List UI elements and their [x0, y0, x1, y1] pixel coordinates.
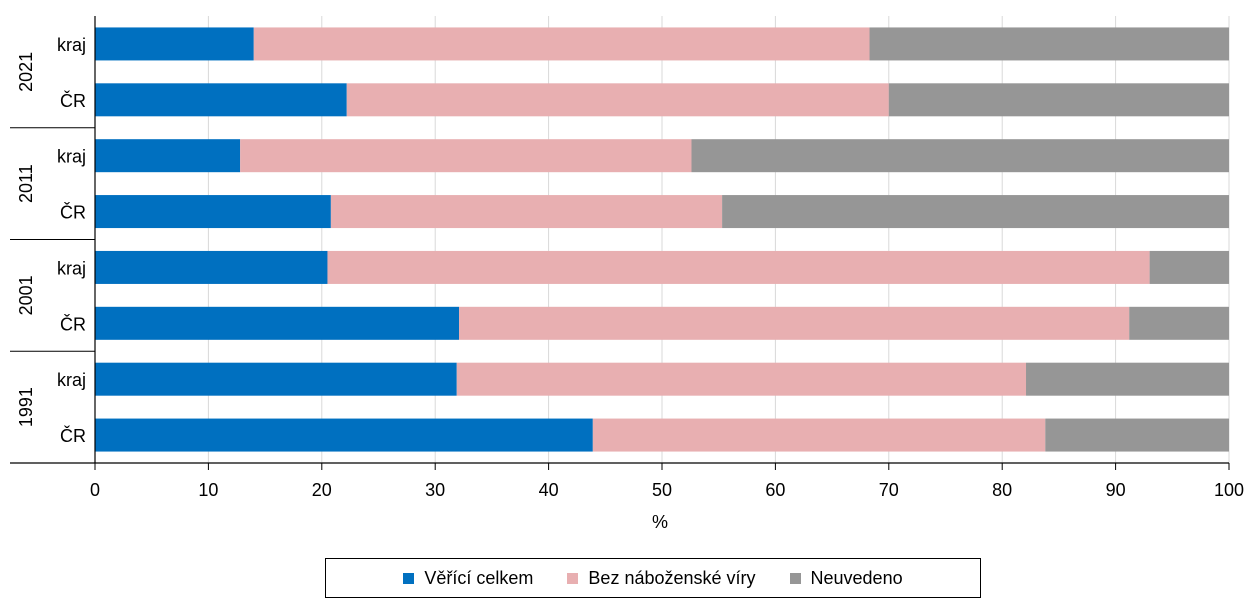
bar-neuvedeno: [1026, 362, 1229, 396]
bar-neuvedeno: [869, 27, 1229, 61]
x-tick-label: 70: [879, 480, 899, 500]
bar-neuvedeno: [691, 139, 1229, 173]
bar-veri-celkem: [95, 362, 457, 396]
legend-label: Neuvedeno: [810, 567, 903, 588]
bar-neuvedeno: [722, 195, 1229, 229]
bar-veri-celkem: [95, 139, 241, 173]
bar-bez-nabozenske-viry: [327, 250, 1150, 284]
group-label: 2011: [16, 164, 36, 203]
group-label: 1991: [16, 387, 36, 427]
category-label: kraj: [57, 147, 86, 167]
bar-veri-celkem: [95, 195, 331, 229]
bar-veri-celkem: [95, 83, 347, 117]
labels: 0 10 20 30 40 50 60 70 80 90 100 kraj ČR kraj ČR kraj ČR…: [16, 35, 1244, 500]
x-tick-label: 0: [90, 480, 100, 500]
category-label: ČR: [60, 313, 86, 334]
bar-neuvedeno: [1129, 306, 1229, 340]
bar-veri-celkem: [95, 250, 328, 284]
bar-bez-nabozenske-viry: [456, 362, 1027, 396]
bar-bez-nabozenske-viry: [592, 418, 1046, 452]
stacked-bar-chart: 0 10 20 30 40 50 60 70 80 90 100 kraj ČR kraj ČR kraj ČR…: [10, 16, 1244, 532]
bar-bez-nabozenske-viry: [253, 27, 870, 61]
legend-swatch-pink: [567, 572, 579, 584]
bar-veri-celkem: [95, 27, 254, 61]
x-tick-label: 10: [198, 480, 218, 500]
legend-item-bez-nabozenske-viry: Bez náboženské víry: [567, 567, 756, 589]
group-label: 2021: [16, 52, 36, 92]
bar-neuvedeno: [1045, 418, 1229, 452]
x-tick-label: 30: [425, 480, 445, 500]
x-axis-title: %: [652, 512, 668, 532]
legend-swatch-blue: [403, 572, 415, 584]
bars: [95, 27, 1229, 452]
category-label: ČR: [60, 202, 86, 223]
bar-veri-celkem: [95, 306, 460, 340]
category-label: kraj: [57, 370, 86, 390]
bar-bez-nabozenske-viry: [330, 195, 723, 229]
legend-label: Věřící celkem: [424, 567, 534, 588]
x-tick-label: 20: [312, 480, 332, 500]
x-tick-label: 50: [652, 480, 672, 500]
bar-neuvedeno: [1149, 250, 1229, 284]
category-label: kraj: [57, 35, 86, 55]
bar-veri-celkem: [95, 418, 593, 452]
gridlines: [207, 16, 1230, 463]
bar-neuvedeno: [888, 83, 1229, 117]
legend-swatch-gray: [789, 572, 801, 584]
x-tick-label: 60: [765, 480, 785, 500]
x-tick-label: 100: [1214, 480, 1244, 500]
x-tick-label: 90: [1106, 480, 1126, 500]
legend-label: Bez náboženské víry: [588, 567, 756, 588]
legend-item-veri-celkem: Věřící celkem: [403, 568, 533, 589]
category-label: ČR: [60, 425, 86, 446]
bar-bez-nabozenske-viry: [346, 83, 889, 117]
legend-item-neuvedeno: Neuvedeno: [789, 567, 903, 589]
category-label: kraj: [57, 258, 86, 278]
group-label: 2001: [16, 275, 36, 315]
x-tick-label: 80: [992, 480, 1012, 500]
bar-bez-nabozenske-viry: [240, 139, 692, 173]
bar-bez-nabozenske-viry: [459, 306, 1130, 340]
axes: [10, 16, 1230, 470]
legend: Věřící celkem Bez náboženské víry Neuved…: [325, 558, 981, 598]
x-tick-label: 40: [539, 480, 559, 500]
category-label: ČR: [60, 90, 86, 111]
